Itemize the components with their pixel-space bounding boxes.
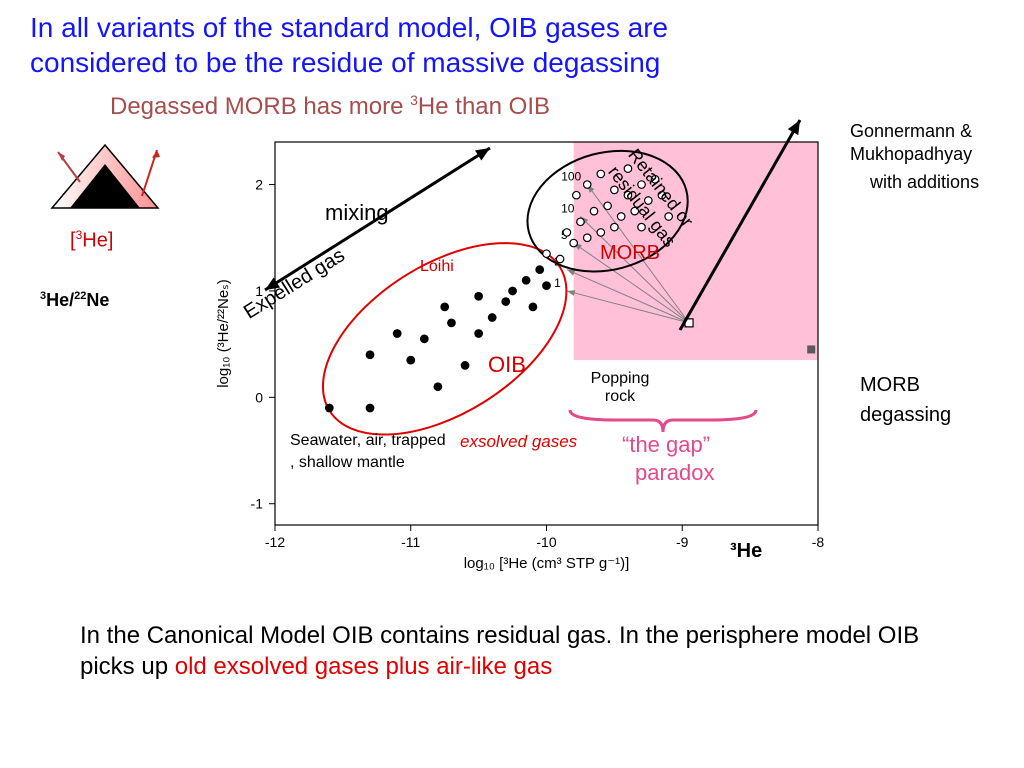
svg-text:-11: -11: [401, 534, 420, 550]
title-line1: In all variants of the standard model, O…: [30, 12, 668, 43]
svg-text:-12: -12: [265, 534, 285, 550]
annot-gap1: “the gap”: [622, 432, 710, 458]
svg-text:100: 100: [561, 170, 581, 184]
svg-text:2: 2: [255, 177, 263, 193]
svg-text:-10: -10: [536, 534, 556, 550]
bottom-paragraph: In the Canonical Model OIB contains resi…: [80, 620, 960, 682]
he-ne-ratio-label: 3He/22Ne: [40, 290, 109, 311]
annot-popping: Popping rock: [580, 370, 660, 406]
svg-text:1: 1: [554, 276, 561, 290]
annot-gap2: paradox: [635, 460, 715, 486]
annot-he_axis: ³He: [730, 540, 762, 563]
subtitle: Degassed MORB has more 3He than OIB: [110, 92, 550, 121]
annot-oib_label: OIB: [488, 352, 526, 378]
svg-text:-1: -1: [251, 496, 264, 512]
svg-text:-8: -8: [812, 534, 825, 550]
svg-text:0: 0: [255, 389, 263, 405]
attribution-additions: with additions: [870, 172, 979, 193]
attribution: Gonnermann & Mukhopadhyay: [850, 120, 1010, 167]
triangle-icon: [40, 130, 170, 220]
annot-mixing: mixing: [325, 200, 389, 226]
annot-seawater_red: exsolved gases: [460, 432, 577, 452]
title: In all variants of the standard model, O…: [30, 10, 930, 80]
he-concentration-label: [3He]: [70, 228, 113, 253]
svg-text:-9: -9: [676, 534, 689, 550]
annot-seawater_post: , shallow mantle: [290, 454, 405, 472]
title-line2: considered to be the residue of massive …: [30, 47, 660, 78]
svg-text:log₁₀ (³He/²²Neₛ): log₁₀ (³He/²²Neₛ): [215, 279, 232, 388]
svg-text:log₁₀ [³He (cm³ STP g⁻¹)]: log₁₀ [³He (cm³ STP g⁻¹)]: [464, 555, 630, 572]
annot-seawater_pre: Seawater, air, trapped: [290, 432, 446, 450]
annot-morb_label: MORB: [600, 242, 660, 265]
morb-degassing-label: MORB degassing: [860, 370, 951, 430]
svg-text:10: 10: [561, 201, 575, 215]
annot-loihi: Loihi: [420, 258, 454, 276]
